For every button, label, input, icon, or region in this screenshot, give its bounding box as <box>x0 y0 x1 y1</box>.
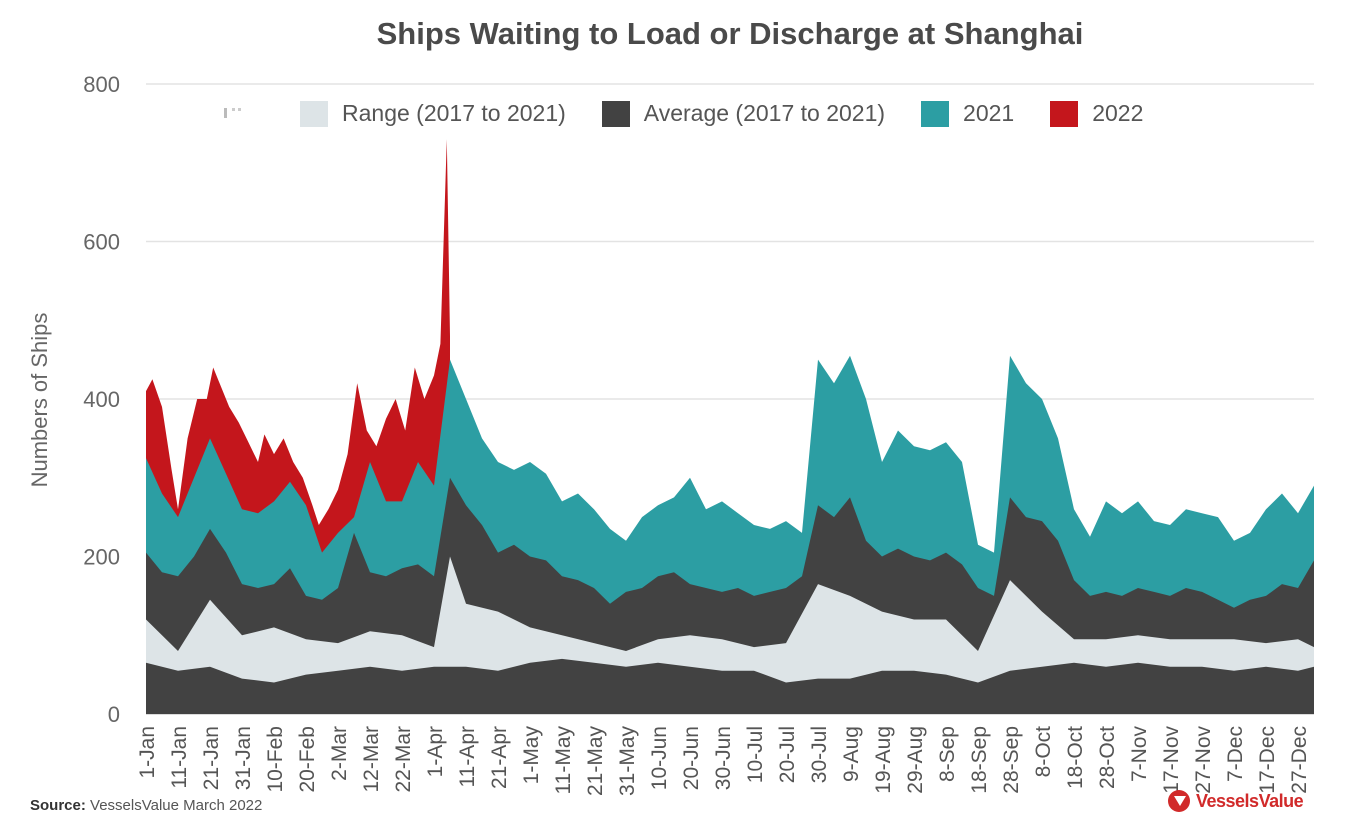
x-tick-label: 11-May <box>552 726 575 795</box>
x-tick-label: 20-Jul <box>776 726 799 783</box>
y-tick-label: 0 <box>108 702 120 727</box>
x-tick-label: 31-May <box>616 726 639 797</box>
legend-item-range[interactable]: Range (2017 to 2021) <box>300 100 566 127</box>
x-tick-label: 31-Jan <box>232 726 255 790</box>
y-axis-label: Numbers of Ships <box>27 312 52 488</box>
x-tick-label: 10-Jun <box>648 726 671 790</box>
legend-swatch-2022 <box>1050 100 1079 127</box>
x-tick-label: 12-Mar <box>360 726 383 793</box>
x-tick-label: 28-Sep <box>1000 726 1023 794</box>
x-tick-label: 21-May <box>584 726 607 797</box>
x-tick-label: 30-Jul <box>808 726 831 783</box>
x-tick-label: 21-Apr <box>488 726 511 789</box>
legend-swatch-2021 <box>921 100 950 127</box>
x-tick-label: 28-Oct <box>1096 726 1119 789</box>
legend-item-average[interactable]: Average (2017 to 2021) <box>601 100 886 127</box>
source-note: Source: VesselsValue March 2022 <box>30 797 262 814</box>
vesselsvalue-logo-icon <box>1168 790 1190 812</box>
x-tick-label: 18-Oct <box>1064 726 1087 789</box>
x-tick-label: 30-Jun <box>712 726 735 790</box>
y-tick-label: 400 <box>83 387 120 412</box>
x-tick-label: 11-Apr <box>456 726 479 787</box>
legend-label-2022: 2022 <box>1092 100 1144 126</box>
y-axis-ticks: 0 200 400 600 800 <box>83 72 120 727</box>
series-area-range-2017-to-2021 <box>146 556 1314 683</box>
y-tick-label: 200 <box>83 545 120 570</box>
x-tick-label: 27-Nov <box>1192 726 1215 794</box>
x-tick-label: 17-Dec <box>1256 726 1279 794</box>
x-tick-label: 19-Aug <box>872 726 895 794</box>
x-tick-label: 18-Sep <box>968 726 991 794</box>
x-tick-label: 8-Sep <box>936 726 959 782</box>
legend-swatch-range <box>300 100 328 127</box>
legend-label-range: Range (2017 to 2021) <box>342 100 566 126</box>
source-prefix: Source: <box>30 797 86 814</box>
x-tick-label: 27-Dec <box>1288 726 1311 794</box>
x-tick-label: 20-Feb <box>296 726 319 793</box>
x-tick-label: 17-Nov <box>1160 726 1183 794</box>
x-tick-label: 1-Jan <box>136 726 159 779</box>
legend-item-2022[interactable]: 2022 <box>1050 100 1143 127</box>
x-tick-label: 7-Nov <box>1128 726 1151 783</box>
x-tick-label: 21-Jan <box>200 726 223 790</box>
x-tick-label: 8-Oct <box>1032 726 1055 778</box>
x-tick-label: 22-Mar <box>392 726 415 793</box>
legend-label-average: Average (2017 to 2021) <box>643 100 886 126</box>
x-tick-label: 10-Feb <box>264 726 287 793</box>
brand-name: VesselsValue <box>1196 790 1304 811</box>
legend-label-2021: 2021 <box>963 100 1015 126</box>
chart-legend: Range (2017 to 2021) Average (2017 to 20… <box>300 100 1179 127</box>
x-tick-label: 10-Jul <box>744 726 767 783</box>
x-tick-label: 2-Mar <box>328 726 351 781</box>
legend-decorative-mark-icon <box>224 108 241 118</box>
brand-logo: VesselsValue <box>1168 790 1304 812</box>
x-tick-label: 1-Apr <box>424 726 447 777</box>
y-tick-label: 800 <box>83 72 120 97</box>
x-axis-ticks: 1-Jan 11-Jan 21-Jan 31-Jan 10-Feb 20-Feb 2-Mar… <box>136 726 1311 797</box>
x-tick-label: 9-Aug <box>840 726 863 782</box>
x-tick-label: 29-Aug <box>904 726 927 794</box>
x-tick-label: 20-Jun <box>680 726 703 790</box>
legend-swatch-average <box>601 100 630 127</box>
y-tick-label: 600 <box>83 230 120 255</box>
x-tick-label: 11-Jan <box>168 726 191 789</box>
legend-item-2021[interactable]: 2021 <box>921 100 1014 127</box>
series-layer <box>146 139 1314 715</box>
source-text: VesselsValue March 2022 <box>90 797 263 814</box>
chart-title: Ships Waiting to Load or Discharge at Sh… <box>376 16 1084 51</box>
x-tick-label: 1-May <box>520 726 543 785</box>
x-tick-label: 7-Dec <box>1224 726 1247 782</box>
